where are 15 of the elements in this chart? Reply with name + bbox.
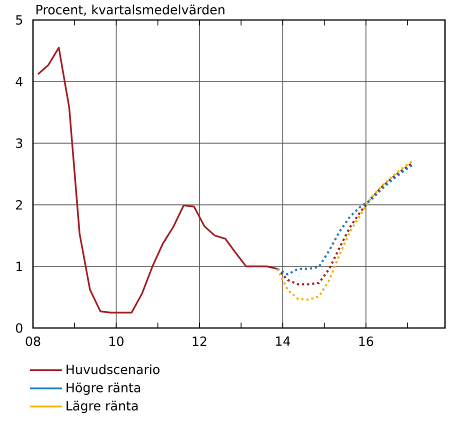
x-tick-label: 08 xyxy=(26,336,40,346)
x-tick-label: 10 xyxy=(110,336,124,346)
y-tick-label: 4 xyxy=(16,76,22,86)
x-tick-label: 12 xyxy=(192,336,206,346)
y-tick-label: 1 xyxy=(16,262,22,272)
legend-label: Huvudscenario xyxy=(66,364,160,374)
y-tick-label: 5 xyxy=(16,15,22,25)
y-tick-label: 2 xyxy=(16,200,22,210)
legend-label: Lägre ränta xyxy=(66,400,138,413)
x-tick-label: 16 xyxy=(359,336,374,346)
chart-title: Procent, kvartalsmedelvärden xyxy=(36,4,224,16)
legend-label: Högre ränta xyxy=(66,382,140,395)
y-tick-label: 3 xyxy=(16,138,22,148)
y-tick-label: 0 xyxy=(16,323,22,333)
x-tick-label: 14 xyxy=(276,336,290,346)
